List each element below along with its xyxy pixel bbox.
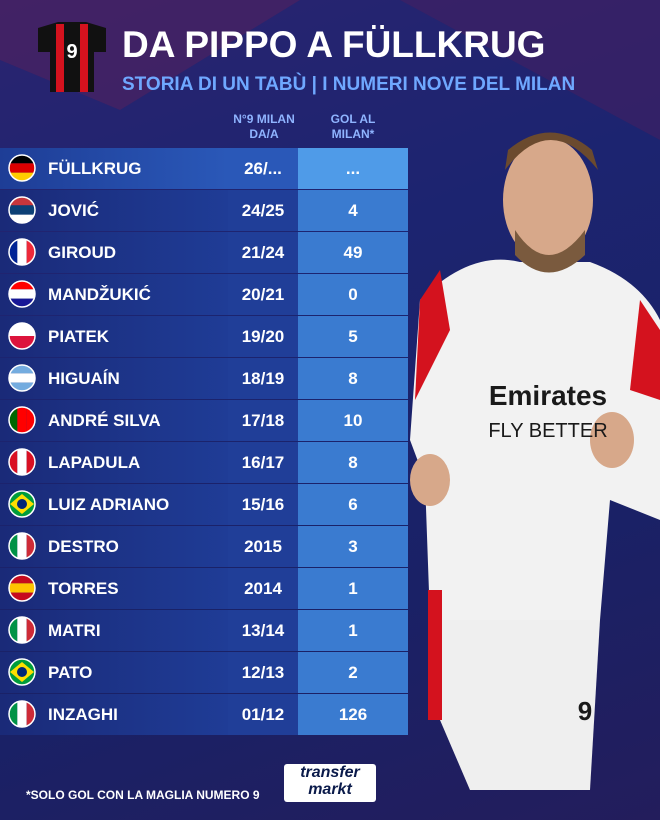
flag xyxy=(8,238,36,266)
subtitle: STORIA DI UN TABÙ | I NUMERI NOVE DEL MI… xyxy=(122,74,576,95)
table-row: HIGUAÍN 18/19 8 xyxy=(0,358,408,399)
period: 13/14 xyxy=(228,610,298,651)
flag xyxy=(8,490,36,518)
flag xyxy=(8,448,36,476)
goals: 4 xyxy=(298,190,408,231)
flag xyxy=(8,322,36,350)
table-row: FÜLLKRUG 26/...... xyxy=(0,148,408,189)
table-row: JOVIĆ 24/25 4 xyxy=(0,190,408,231)
goals: 0 xyxy=(298,274,408,315)
player-photo: Emirates FLY BETTER 9 xyxy=(410,132,660,790)
period: 21/24 xyxy=(228,232,298,273)
flag xyxy=(8,364,36,392)
title: DA PIPPO A FÜLLKRUG xyxy=(122,24,546,65)
player-name: FÜLLKRUG xyxy=(0,148,228,189)
flag xyxy=(8,280,36,308)
goals: 3 xyxy=(298,526,408,567)
player-name: MANDŽUKIĆ xyxy=(0,274,228,315)
period: 16/17 xyxy=(228,442,298,483)
flag xyxy=(8,406,36,434)
column-header: GOL AL MILAN* xyxy=(330,112,376,141)
flag xyxy=(8,700,36,728)
player-name: HIGUAÍN xyxy=(0,358,228,399)
shirt-sponsor-line: FLY BETTER xyxy=(488,420,607,442)
player-name: LAPADULA xyxy=(0,442,228,483)
goals: 126 xyxy=(298,694,408,735)
player-name: TORRES xyxy=(0,568,228,609)
period: 20/21 xyxy=(228,274,298,315)
table-row: PIATEK 19/20 5 xyxy=(0,316,408,357)
period: 24/25 xyxy=(228,190,298,231)
goals: 8 xyxy=(298,442,408,483)
goals: 5 xyxy=(298,316,408,357)
player-name: DESTRO xyxy=(0,526,228,567)
goals: 8 xyxy=(298,358,408,399)
period: 01/12 xyxy=(228,694,298,735)
player-name: GIROUD xyxy=(0,232,228,273)
shirt-sponsor: Emirates xyxy=(489,380,607,411)
table-row: DESTRO 2015 3 xyxy=(0,526,408,567)
goals: 49 xyxy=(298,232,408,273)
period: 17/18 xyxy=(228,400,298,441)
period: 12/13 xyxy=(228,652,298,693)
player-name: MATRI xyxy=(0,610,228,651)
footnote: *SOLO GOL CON LA MAGLIA NUMERO 9 xyxy=(26,788,260,802)
logo: transfer markt xyxy=(284,764,376,802)
player-name: INZAGHI xyxy=(0,694,228,735)
flag xyxy=(8,616,36,644)
period: 2014 xyxy=(228,568,298,609)
table-row: TORRES 2014 1 xyxy=(0,568,408,609)
table-row: ANDRÉ SILVA 17/18 10 xyxy=(0,400,408,441)
table-row: MATRI 13/14 1 xyxy=(0,610,408,651)
table-row: MANDŽUKIĆ 20/21 0 xyxy=(0,274,408,315)
period: 26/... xyxy=(228,148,298,189)
column-header: N°9 MILAN DA/A xyxy=(233,112,295,141)
period: 18/19 xyxy=(228,358,298,399)
table-row: GIROUD 21/24 49 xyxy=(0,232,408,273)
player-name: JOVIĆ xyxy=(0,190,228,231)
period: 2015 xyxy=(228,526,298,567)
logo-text: transfer xyxy=(300,764,360,781)
flag xyxy=(8,532,36,560)
player-name: LUIZ ADRIANO xyxy=(0,484,228,525)
flag xyxy=(8,658,36,686)
table-row: LUIZ ADRIANO 15/16 6 xyxy=(0,484,408,525)
player-name: PIATEK xyxy=(0,316,228,357)
goals: 1 xyxy=(298,568,408,609)
goals: 10 xyxy=(298,400,408,441)
flag xyxy=(8,154,36,182)
shorts-number: 9 xyxy=(578,696,592,726)
table-row: INZAGHI 01/12 126 xyxy=(0,694,408,735)
table-row: LAPADULA 16/17 8 xyxy=(0,442,408,483)
period: 15/16 xyxy=(228,484,298,525)
goals: ... xyxy=(298,148,408,189)
period: 19/20 xyxy=(228,316,298,357)
table-row: PATO 12/13 2 xyxy=(0,652,408,693)
goals: 2 xyxy=(298,652,408,693)
jersey-number: 9 xyxy=(66,41,77,63)
player-name: PATO xyxy=(0,652,228,693)
goals: 6 xyxy=(298,484,408,525)
flag xyxy=(8,574,36,602)
flag xyxy=(8,196,36,224)
player-name: ANDRÉ SILVA xyxy=(0,400,228,441)
logo-text: markt xyxy=(308,781,352,798)
goals: 1 xyxy=(298,610,408,651)
